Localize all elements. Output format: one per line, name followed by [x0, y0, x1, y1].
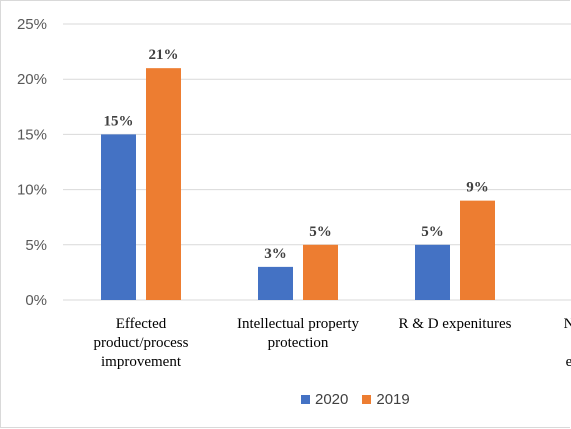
bar-2019-1 — [303, 244, 338, 300]
category-label: N — [564, 316, 571, 332]
y-tick-label: 25% — [17, 16, 47, 33]
legend-item-2019: 2019 — [362, 391, 410, 408]
y-tick-label: 0% — [25, 292, 47, 309]
legend-swatch — [362, 395, 372, 404]
category-label: Intellectual property — [237, 316, 360, 332]
data-label: 5% — [421, 224, 444, 240]
data-label: 3% — [264, 246, 287, 262]
bar-2020-2 — [415, 244, 450, 300]
category-label: Effected — [116, 316, 167, 332]
category-label: product/process — [94, 335, 189, 351]
legend: 2020 2019 — [301, 391, 410, 408]
legend-label: 2020 — [315, 391, 349, 408]
data-label: 21% — [149, 47, 179, 63]
category-label: improvement — [101, 354, 182, 370]
y-tick-label: 5% — [25, 237, 47, 254]
legend-item-2020: 2020 — [301, 391, 348, 408]
bar-2019-2 — [460, 200, 495, 300]
data-label: 5% — [309, 224, 332, 240]
data-label: 9% — [466, 180, 489, 196]
y-tick-label: 20% — [17, 71, 47, 88]
legend-label: 2019 — [376, 391, 410, 408]
category-label: R & D expenitures — [399, 316, 512, 332]
category-label: e — [566, 354, 571, 370]
bar-2020-0 — [101, 134, 136, 300]
category-label: protection — [268, 335, 329, 351]
y-tick-label: 15% — [17, 126, 47, 143]
y-tick-label: 10% — [17, 182, 47, 199]
legend-swatch — [301, 395, 310, 404]
data-label: 15% — [104, 113, 134, 129]
bar-2019-0 — [146, 68, 181, 300]
bar-2020-1 — [258, 266, 293, 300]
